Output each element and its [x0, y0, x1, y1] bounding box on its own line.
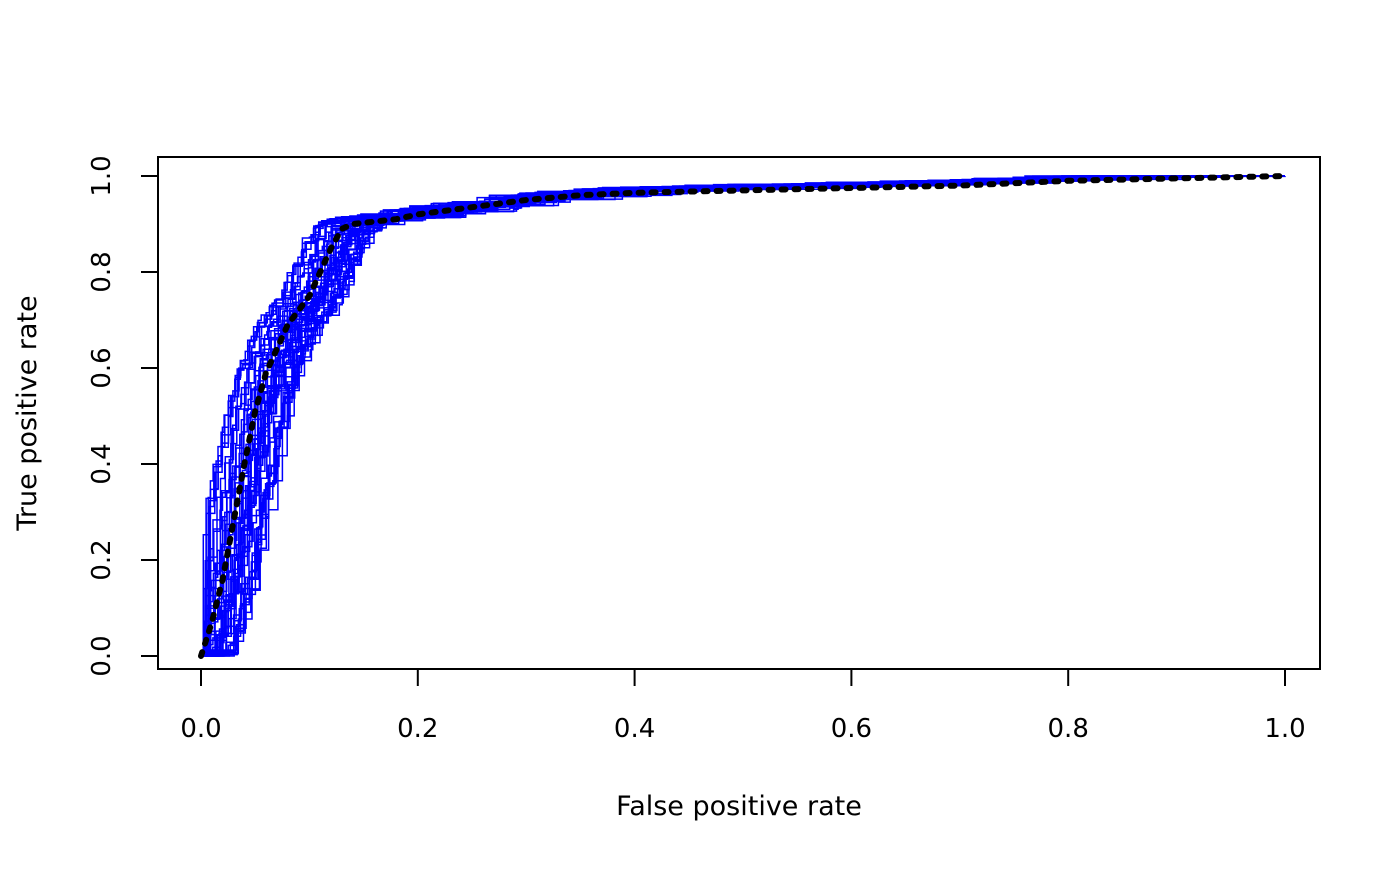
y-tick-label: 1.0: [87, 155, 117, 196]
x-axis-title: False positive rate: [616, 791, 862, 822]
roc-curve: [201, 175, 1285, 657]
y-tick-label: 0.4: [87, 443, 117, 484]
roc-curves: [201, 175, 1286, 657]
average-roc-curve: [198, 173, 1288, 659]
y-tick-label: 0.0: [87, 635, 117, 676]
average-curve: [198, 173, 1288, 659]
x-tick-label: 0.8: [1048, 714, 1089, 744]
y-tick-label: 0.8: [87, 251, 117, 292]
x-tick-label: 1.0: [1264, 714, 1305, 744]
x-tick-label: 0.0: [180, 714, 221, 744]
x-tick-label: 0.2: [397, 714, 438, 744]
x-tick-label: 0.4: [614, 714, 655, 744]
x-tick-label: 0.6: [831, 714, 872, 744]
y-axis-title: True positive rate: [12, 295, 43, 531]
y-tick-label: 0.6: [87, 347, 117, 388]
y-axis: 0.0 0.2 0.4 0.6 0.8 1.0: [87, 155, 159, 677]
y-tick-label: 0.2: [87, 539, 117, 580]
x-axis: 0.0 0.2 0.4 0.6 0.8 1.0: [180, 668, 1306, 744]
